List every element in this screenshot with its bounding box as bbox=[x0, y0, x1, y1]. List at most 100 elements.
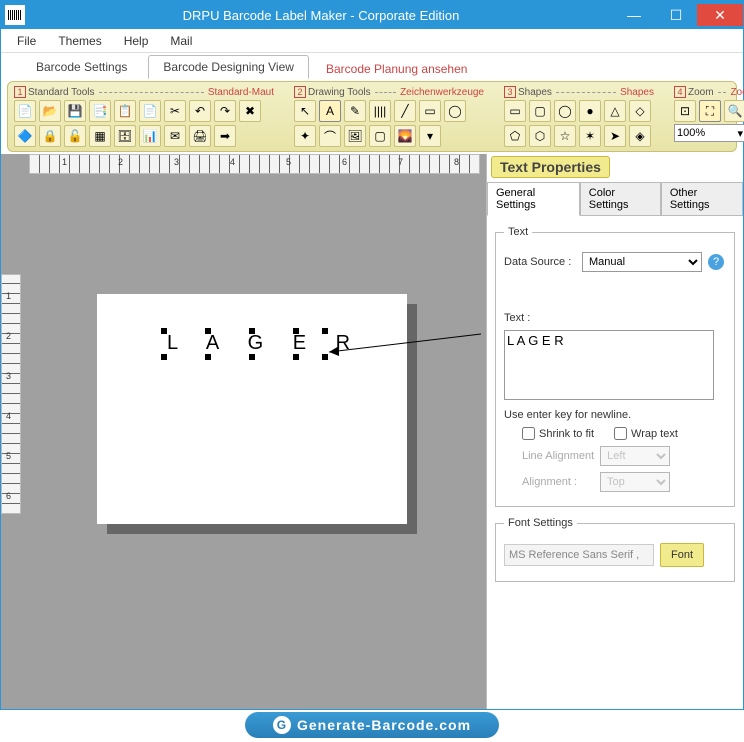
close-button[interactable]: ✕ bbox=[697, 4, 743, 26]
tab-general-settings[interactable]: General Settings bbox=[487, 182, 580, 216]
redo-icon[interactable]: ↷ bbox=[214, 100, 236, 122]
hexagon-icon[interactable]: ⬡ bbox=[529, 125, 551, 147]
callout-icon[interactable]: ◈ bbox=[629, 125, 651, 147]
rect-icon[interactable]: ▭ bbox=[504, 100, 526, 122]
undo-icon[interactable]: ↶ bbox=[189, 100, 211, 122]
frame-icon[interactable]: ▢ bbox=[369, 125, 391, 147]
group3-label: Shapes bbox=[518, 87, 552, 98]
tab-barcode-designing[interactable]: Barcode Designing View bbox=[148, 55, 309, 79]
maximize-button[interactable]: ☐ bbox=[655, 4, 697, 26]
delete-icon[interactable]: ✖ bbox=[239, 100, 261, 122]
canvas[interactable]: L A G E R bbox=[97, 294, 407, 524]
arc-icon[interactable]: ⌒ bbox=[319, 125, 341, 147]
properties-title: Text Properties bbox=[491, 156, 610, 178]
open-icon[interactable]: 📂 bbox=[39, 100, 61, 122]
app-icon bbox=[5, 5, 25, 25]
group2-num: 2 bbox=[294, 86, 306, 98]
copy-icon[interactable]: 📋 bbox=[114, 100, 136, 122]
saveas-icon[interactable]: 📑 bbox=[89, 100, 111, 122]
tab-other-settings[interactable]: Other Settings bbox=[661, 182, 743, 215]
footer: G Generate-Barcode.com bbox=[0, 710, 744, 740]
group4-annot: Zoom bbox=[730, 87, 744, 98]
barcode-icon[interactable]: |||| bbox=[369, 100, 391, 122]
pic-icon[interactable]: 🌄 bbox=[394, 125, 416, 147]
ribbon: 1 Standard Tools Standard-Maut 📄 📂 💾 📑 📋… bbox=[7, 81, 737, 152]
circle-icon[interactable]: ● bbox=[579, 100, 601, 122]
menu-themes[interactable]: Themes bbox=[48, 32, 111, 50]
align-select: Top bbox=[600, 472, 670, 492]
font-button[interactable]: Font bbox=[660, 543, 704, 567]
export-icon[interactable]: ➡ bbox=[214, 125, 236, 147]
group1-annot: Standard-Maut bbox=[208, 87, 274, 98]
arrow-icon[interactable]: ➤ bbox=[604, 125, 626, 147]
menu-help[interactable]: Help bbox=[114, 32, 159, 50]
menu-mail[interactable]: Mail bbox=[160, 32, 202, 50]
menu-file[interactable]: File bbox=[7, 32, 46, 50]
select-icon[interactable]: ↖ bbox=[294, 100, 316, 122]
align-label: Alignment : bbox=[522, 476, 594, 488]
save-icon[interactable]: 💾 bbox=[64, 100, 86, 122]
group3-num: 3 bbox=[504, 86, 516, 98]
minimize-button[interactable]: — bbox=[613, 4, 655, 26]
paste-icon[interactable]: 📄 bbox=[139, 100, 161, 122]
text-label: Text : bbox=[504, 312, 576, 324]
zoom-fit-icon[interactable]: ⊡ bbox=[674, 100, 696, 122]
group2-label: Drawing Tools bbox=[308, 87, 371, 98]
properties-panel: Text Properties General Settings Color S… bbox=[486, 154, 743, 709]
canvas-text[interactable]: L A G E R bbox=[167, 332, 362, 355]
text-legend: Text bbox=[504, 226, 532, 238]
footer-link[interactable]: G Generate-Barcode.com bbox=[245, 712, 499, 738]
unlock-icon[interactable]: 🔓 bbox=[64, 125, 86, 147]
new-icon[interactable]: 📄 bbox=[14, 100, 36, 122]
ellipse-tool-icon[interactable]: ◯ bbox=[444, 100, 466, 122]
pencil-icon[interactable]: ✎ bbox=[344, 100, 366, 122]
tab-barcode-settings[interactable]: Barcode Settings bbox=[21, 55, 142, 79]
horizontal-ruler: 1 2 3 4 5 6 7 8 bbox=[29, 154, 480, 174]
diamond-icon[interactable]: ◇ bbox=[629, 100, 651, 122]
tab-color-settings[interactable]: Color Settings bbox=[580, 182, 661, 215]
ellipse-icon[interactable]: ◯ bbox=[554, 100, 576, 122]
zoom-actual-icon[interactable]: ⛶ bbox=[699, 100, 721, 122]
list-icon[interactable]: 📊 bbox=[139, 125, 161, 147]
text-tool-icon[interactable]: A bbox=[319, 100, 341, 122]
datasource-select[interactable]: Manual bbox=[582, 252, 702, 272]
font-legend: Font Settings bbox=[504, 517, 577, 529]
roundrect-icon[interactable]: ▢ bbox=[529, 100, 551, 122]
group1-num: 1 bbox=[14, 86, 26, 98]
menubar: File Themes Help Mail bbox=[1, 29, 743, 53]
zoom-select[interactable]: 100%▾ bbox=[674, 124, 744, 142]
more-icon[interactable]: ▾ bbox=[419, 125, 441, 147]
db-icon[interactable]: 🗄 bbox=[114, 125, 136, 147]
image-icon[interactable]: 🖼 bbox=[344, 125, 366, 147]
line-icon[interactable]: ╱ bbox=[394, 100, 416, 122]
titlebar: DRPU Barcode Label Maker - Corporate Edi… bbox=[1, 1, 743, 29]
annotation-top: Barcode Planung ansehen bbox=[326, 62, 467, 76]
burst-icon[interactable]: ✶ bbox=[579, 125, 601, 147]
label-surface[interactable]: L A G E R bbox=[97, 294, 407, 524]
window-title: DRPU Barcode Label Maker - Corporate Edi… bbox=[29, 8, 613, 23]
zoom-in-icon[interactable]: 🔍 bbox=[724, 100, 744, 122]
card-icon[interactable]: ▭ bbox=[419, 100, 441, 122]
group4-num: 4 bbox=[674, 86, 686, 98]
group3-annot: Shapes bbox=[620, 87, 654, 98]
pentagon-icon[interactable]: ⬠ bbox=[504, 125, 526, 147]
star-icon[interactable]: ☆ bbox=[554, 125, 576, 147]
tool-icon[interactable]: 🔷 bbox=[14, 125, 36, 147]
group4-label: Zoom bbox=[688, 87, 714, 98]
vertical-ruler: 1 2 3 4 5 6 bbox=[1, 274, 21, 514]
datasource-label: Data Source : bbox=[504, 256, 576, 268]
triangle-icon[interactable]: △ bbox=[604, 100, 626, 122]
mail-icon[interactable]: ✉ bbox=[164, 125, 186, 147]
group1-label: Standard Tools bbox=[28, 87, 95, 98]
text-input[interactable] bbox=[504, 330, 714, 400]
grid-icon[interactable]: ▦ bbox=[89, 125, 111, 147]
shrink-checkbox[interactable] bbox=[522, 427, 535, 440]
help-icon[interactable]: ? bbox=[708, 254, 724, 270]
shape-icon[interactable]: ✦ bbox=[294, 125, 316, 147]
wrap-checkbox[interactable] bbox=[614, 427, 627, 440]
font-display: MS Reference Sans Serif , bbox=[504, 544, 654, 566]
workarea: 1 2 3 4 5 6 7 8 1 2 3 4 5 6 L A G E R bbox=[1, 154, 743, 709]
lock-icon[interactable]: 🔒 bbox=[39, 125, 61, 147]
cut-icon[interactable]: ✂ bbox=[164, 100, 186, 122]
print-icon[interactable]: 🖨 bbox=[189, 125, 211, 147]
